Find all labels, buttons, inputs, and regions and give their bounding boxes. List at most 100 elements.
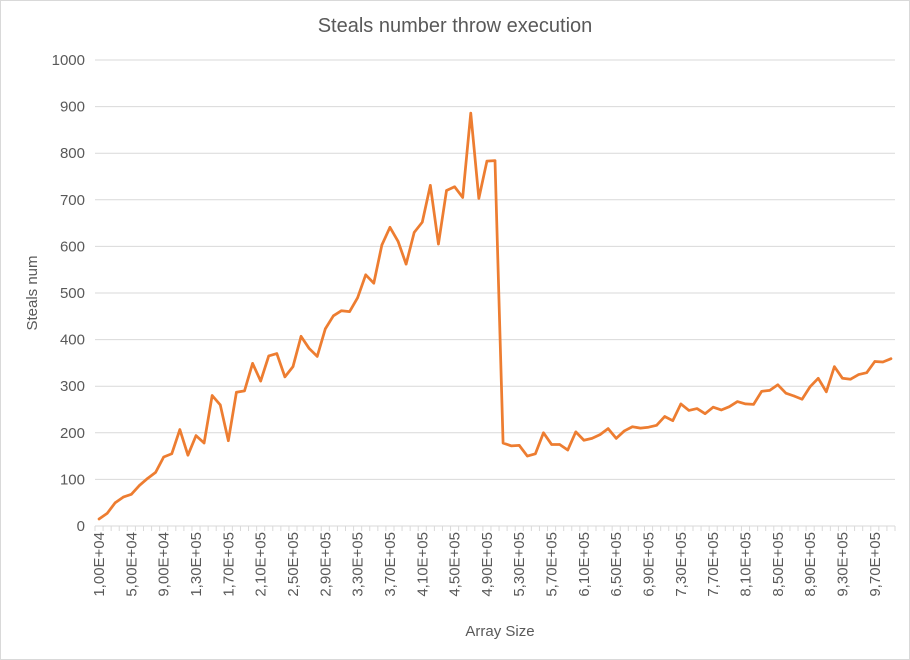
x-tick-label: 1,70E+05 xyxy=(220,532,237,597)
data-point xyxy=(631,425,634,428)
data-point xyxy=(615,437,618,440)
data-point xyxy=(752,403,755,406)
data-point xyxy=(501,441,505,445)
data-point xyxy=(138,484,141,487)
data-point xyxy=(235,391,238,394)
y-tick-label: 500 xyxy=(60,285,85,302)
data-point xyxy=(372,282,375,285)
data-point xyxy=(146,477,149,480)
data-point xyxy=(437,242,440,246)
y-axis: 0 100 200 300 400 500 600 700 800 900 1000 xyxy=(52,52,85,535)
data-point xyxy=(453,185,456,188)
data-point xyxy=(728,405,731,408)
data-point xyxy=(655,424,658,427)
data-point xyxy=(469,111,472,115)
data-point xyxy=(623,429,626,433)
data-point xyxy=(881,360,885,364)
data-point xyxy=(760,390,763,393)
data-point xyxy=(445,189,448,192)
data-point xyxy=(243,389,246,393)
data-point xyxy=(380,243,384,247)
y-tick-label: 700 xyxy=(60,192,85,209)
data-point xyxy=(841,377,844,380)
data-point xyxy=(364,273,367,277)
data-point xyxy=(889,357,893,360)
data-point xyxy=(219,403,222,407)
x-tick-label: 9,70E+05 xyxy=(867,532,884,597)
data-point xyxy=(534,452,537,455)
data-point xyxy=(485,159,489,163)
data-point xyxy=(542,431,545,434)
data-point xyxy=(817,377,820,380)
data-point xyxy=(663,415,666,418)
data-point xyxy=(275,352,279,355)
data-point xyxy=(316,355,319,358)
x-axis: 1,00E+04 5,00E+04 9,00E+04 1,30E+05 1,70E+05… xyxy=(91,526,896,597)
data-point xyxy=(792,394,796,398)
y-tick-label: 600 xyxy=(60,238,85,255)
x-tick-label: 4,10E+05 xyxy=(414,532,431,597)
data-point xyxy=(227,439,230,442)
data-point xyxy=(590,437,594,440)
data-point xyxy=(776,383,780,387)
data-point xyxy=(857,373,860,376)
data-point xyxy=(687,409,691,412)
data-point xyxy=(178,428,182,431)
y-tick-label: 100 xyxy=(60,471,85,488)
x-tick-label: 6,50E+05 xyxy=(608,532,625,597)
data-point xyxy=(162,455,165,459)
data-point xyxy=(566,448,569,452)
x-tick-label: 1,30E+05 xyxy=(188,532,205,597)
x-tick-label: 6,10E+05 xyxy=(576,532,593,597)
data-point xyxy=(388,226,392,229)
data-point xyxy=(720,408,723,412)
data-point xyxy=(202,441,206,445)
data-point xyxy=(170,452,173,455)
data-point xyxy=(396,240,400,243)
data-point xyxy=(800,398,804,401)
x-tick-label: 4,90E+05 xyxy=(479,532,496,597)
data-point xyxy=(695,407,699,410)
data-point xyxy=(412,231,416,234)
data-point xyxy=(671,419,674,422)
data-point xyxy=(550,443,553,446)
data-point xyxy=(210,394,214,397)
data-point xyxy=(348,310,351,313)
data-point xyxy=(130,493,133,496)
y-tick-label: 800 xyxy=(60,145,85,162)
data-point xyxy=(518,444,521,447)
data-point xyxy=(461,196,464,199)
x-tick-label: 9,30E+05 xyxy=(834,532,851,597)
data-point xyxy=(873,360,876,363)
x-tick-label: 5,30E+05 xyxy=(511,532,528,597)
data-point xyxy=(267,354,270,358)
data-point xyxy=(736,400,739,403)
data-point xyxy=(251,362,254,365)
data-point xyxy=(808,385,812,388)
x-tick-label: 7,30E+05 xyxy=(673,532,690,597)
data-point xyxy=(598,433,602,436)
data-point xyxy=(291,365,295,368)
x-tick-label: 9,00E+04 xyxy=(156,532,173,597)
data-point xyxy=(122,495,125,499)
series-line xyxy=(97,111,893,521)
data-point xyxy=(332,314,335,318)
data-point xyxy=(97,517,101,521)
y-tick-label: 0 xyxy=(77,518,85,535)
data-point xyxy=(299,335,303,338)
x-axis-label: Array Size xyxy=(465,623,534,640)
data-point xyxy=(421,220,424,224)
x-tick-label: 8,10E+05 xyxy=(738,532,755,597)
data-point xyxy=(768,389,771,392)
data-point xyxy=(283,375,287,379)
data-point xyxy=(711,405,715,409)
x-tick-label: 6,90E+05 xyxy=(641,532,658,597)
data-point xyxy=(114,501,117,504)
data-point xyxy=(703,412,707,415)
y-tick-label: 300 xyxy=(60,378,85,395)
y-tick-label: 900 xyxy=(60,99,85,116)
data-point xyxy=(582,439,586,442)
x-tick-label: 1,00E+04 xyxy=(91,532,108,597)
data-point xyxy=(825,390,828,393)
